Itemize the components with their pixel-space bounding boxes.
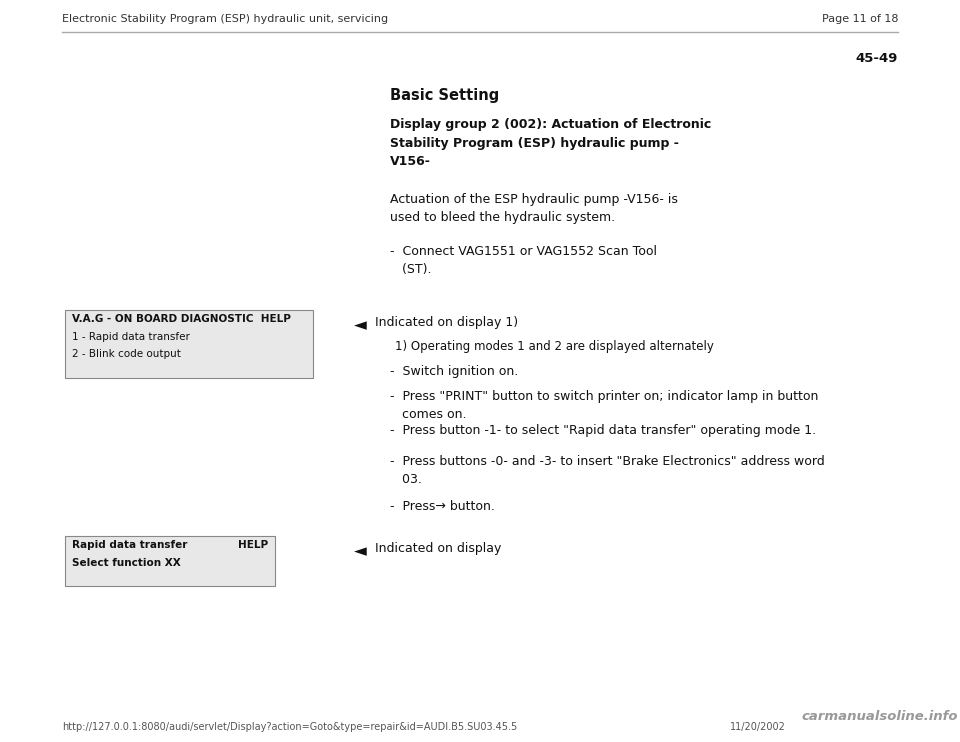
Text: Basic Setting: Basic Setting	[390, 88, 499, 103]
Text: Indicated on display 1): Indicated on display 1)	[375, 316, 518, 329]
Text: Indicated on display: Indicated on display	[375, 542, 501, 555]
Text: HELP: HELP	[238, 540, 268, 550]
Text: -  Press "PRINT" button to switch printer on; indicator lamp in button
   comes : - Press "PRINT" button to switch printer…	[390, 390, 818, 421]
Text: -  Press button -1- to select "Rapid data transfer" operating mode 1.: - Press button -1- to select "Rapid data…	[390, 424, 816, 437]
Text: ◄: ◄	[353, 316, 367, 334]
Text: Display group 2 (002): Actuation of Electronic
Stability Program (ESP) hydraulic: Display group 2 (002): Actuation of Elec…	[390, 118, 711, 168]
Text: -  Connect VAG1551 or VAG1552 Scan Tool
   (ST).: - Connect VAG1551 or VAG1552 Scan Tool (…	[390, 245, 657, 276]
Bar	[65, 536, 275, 586]
Text: -  Switch ignition on.: - Switch ignition on.	[390, 365, 518, 378]
Text: http://127.0.0.1:8080/audi/servlet/Display?action=Goto&type=repair&id=AUDI.B5.SU: http://127.0.0.1:8080/audi/servlet/Displ…	[62, 722, 517, 732]
Text: 45-49: 45-49	[855, 52, 898, 65]
Text: Rapid data transfer: Rapid data transfer	[72, 540, 187, 550]
Text: 11/20/2002: 11/20/2002	[730, 722, 786, 732]
Text: carmanualsoline.info: carmanualsoline.info	[802, 710, 958, 723]
Text: 1 - Rapid data transfer: 1 - Rapid data transfer	[72, 332, 190, 342]
Text: 2 - Blink code output: 2 - Blink code output	[72, 349, 180, 359]
Text: Actuation of the ESP hydraulic pump -V156- is
used to bleed the hydraulic system: Actuation of the ESP hydraulic pump -V15…	[390, 193, 678, 224]
Text: -  Press buttons -0- and -3- to insert "Brake Electronics" address word
   03.: - Press buttons -0- and -3- to insert "B…	[390, 455, 825, 486]
Text: Electronic Stability Program (ESP) hydraulic unit, servicing: Electronic Stability Program (ESP) hydra…	[62, 14, 388, 24]
Text: 1) Operating modes 1 and 2 are displayed alternately: 1) Operating modes 1 and 2 are displayed…	[395, 340, 714, 353]
Text: -  Press→ button.: - Press→ button.	[390, 500, 494, 513]
Bar	[65, 310, 313, 378]
Text: Select function XX: Select function XX	[72, 558, 180, 568]
Text: ◄: ◄	[353, 542, 367, 560]
Text: Page 11 of 18: Page 11 of 18	[822, 14, 898, 24]
Text: V.A.G - ON BOARD DIAGNOSTIC  HELP: V.A.G - ON BOARD DIAGNOSTIC HELP	[72, 314, 291, 324]
